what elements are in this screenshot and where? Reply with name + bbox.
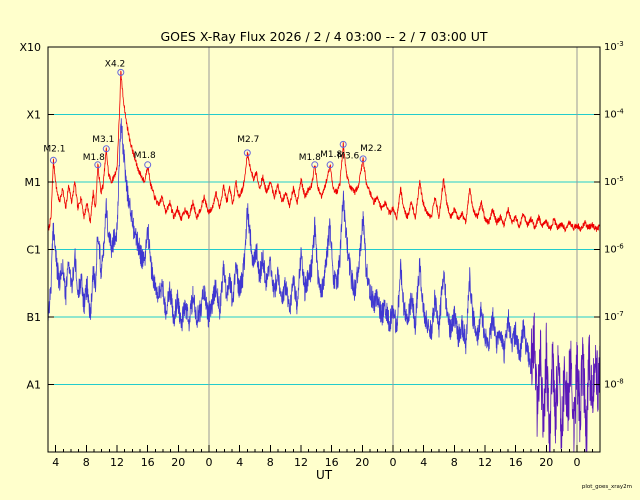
chart-title: GOES X-Ray Flux 2026 / 2 / 4 03:00 -- 2 …: [161, 29, 488, 44]
flare-peak-circle: [326, 161, 334, 169]
flare-peak-circle: [49, 156, 57, 164]
flare-peak-circle: [94, 161, 102, 169]
flare-label: M2.2: [360, 144, 382, 154]
flare-label: M1.8: [320, 150, 342, 160]
x-tick-label: 20: [355, 456, 369, 469]
x-tick-label: 12: [478, 456, 492, 469]
flux-power-label: 10-8: [604, 378, 624, 391]
flux-class-label: C1: [26, 244, 41, 257]
flare-peak-circle: [339, 140, 347, 148]
flare-label: M2.7: [237, 135, 259, 145]
flux-class-label: X10: [19, 41, 41, 54]
x-tick-label: 20: [171, 456, 185, 469]
x-tick-label: 8: [267, 456, 274, 469]
flux-power-label: 10-4: [604, 108, 624, 121]
short-wavelength-trace: [47, 118, 532, 375]
long-wavelength-trace: [47, 70, 601, 234]
x-tick-label: 8: [83, 456, 90, 469]
x-tick-label: 4: [236, 456, 243, 469]
x-tick-label: 0: [206, 456, 213, 469]
flare-peak-circle: [359, 155, 367, 163]
flare-peak-circle: [311, 161, 319, 169]
x-tick-label: 0: [574, 456, 581, 469]
flare-label: X4.2: [105, 59, 125, 69]
x-tick-label: 16: [141, 456, 155, 469]
flux-power-label: 10-6: [604, 243, 624, 256]
x-tick-label: 4: [420, 456, 427, 469]
flux-class-label: M1: [25, 176, 42, 189]
flux-power-label: 10-5: [604, 175, 624, 188]
flare-peak-markers: M2.1M1.8M3.1X4.2M1.8M2.7M1.8 M1.8M3.6M2.2: [43, 59, 382, 169]
flux-class-label: B1: [26, 311, 41, 324]
x-tick-label: 16: [325, 456, 339, 469]
flare-peak-circle: [243, 149, 251, 157]
flare-peak-circle: [102, 145, 110, 153]
flux-class-label: X1: [26, 109, 41, 122]
x-tick-label: 12: [294, 456, 308, 469]
flux-class-label: A1: [26, 379, 41, 392]
flare-peak-circle: [117, 68, 125, 76]
flux-power-label: 10-7: [604, 310, 624, 323]
flare-label: M1.8: [299, 153, 321, 163]
flare-label: M3.1: [92, 135, 114, 145]
x-tick-label: 16: [509, 456, 523, 469]
x-tick-label: 4: [52, 456, 59, 469]
flux-series-lines: [47, 70, 601, 453]
flare-peak-circle: [144, 161, 152, 169]
flare-label: M1.8: [83, 153, 105, 163]
flare-label: M3.6: [337, 151, 359, 161]
short-wavelength-trace-late: [530, 312, 601, 453]
plot-gridlines: [48, 47, 600, 452]
footer-note: plot_goes_xray2m: [582, 484, 632, 490]
x-tick-label: 8: [451, 456, 458, 469]
x-axis-label: UT: [316, 468, 333, 482]
flux-power-label: 10-3: [604, 40, 624, 53]
axis-ticks-and-labels: 4 8 12 16 20 0 4 8 12 16 20 0 4 8 12 16 20 0 X10 X1 M1 C1 B1 A1…: [19, 40, 624, 469]
x-tick-label: 0: [390, 456, 397, 469]
x-tick-label: 12: [110, 456, 124, 469]
flare-label: M1.8: [134, 151, 156, 161]
flare-label: M2.1: [43, 144, 65, 154]
x-tick-label: 20: [539, 456, 553, 469]
